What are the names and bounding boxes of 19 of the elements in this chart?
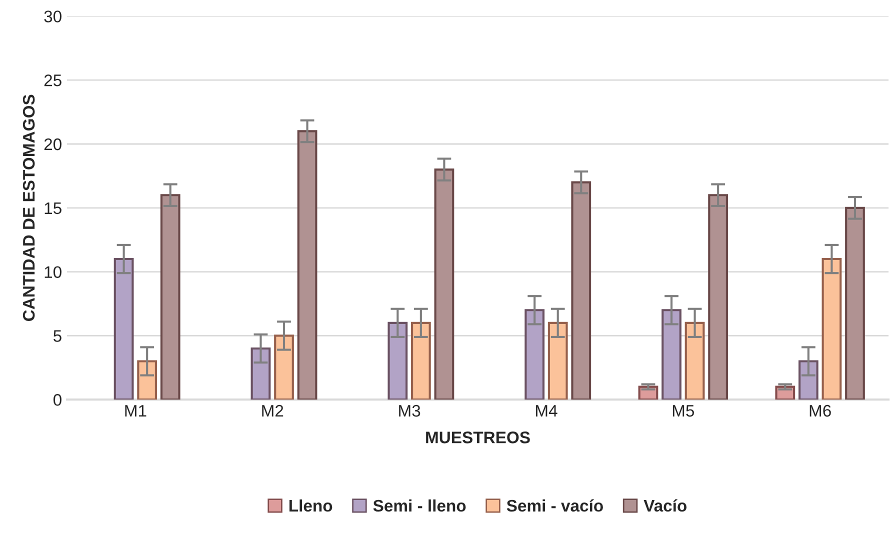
legend-label: Lleno: [289, 499, 332, 512]
x-axis-title: MUESTREOS: [426, 432, 530, 444]
y-tick-label: 25: [44, 74, 62, 86]
y-tick-label: 5: [54, 330, 62, 342]
x-tick-label: M5: [672, 405, 694, 417]
x-tick-label: M6: [810, 404, 831, 417]
y-tick-label: 30: [44, 10, 62, 22]
y-tick-label: 20: [44, 138, 62, 150]
y-axis-title: CANTIDAD DE ESTOMAGOS: [22, 94, 35, 321]
x-tick-label: M1: [125, 405, 146, 417]
x-tick-label: M4: [536, 405, 558, 417]
legend-label: Semi - vacío: [506, 499, 603, 512]
y-tick-label: 0: [53, 394, 62, 406]
x-tick-label: M3: [399, 404, 420, 417]
x-tick-label: M2: [262, 404, 284, 417]
legend-label: Semi - lleno: [373, 499, 466, 512]
y-tick-label: 15: [44, 202, 62, 214]
y-tick-label: 10: [44, 266, 62, 278]
legend-label: Vacío: [644, 499, 686, 512]
